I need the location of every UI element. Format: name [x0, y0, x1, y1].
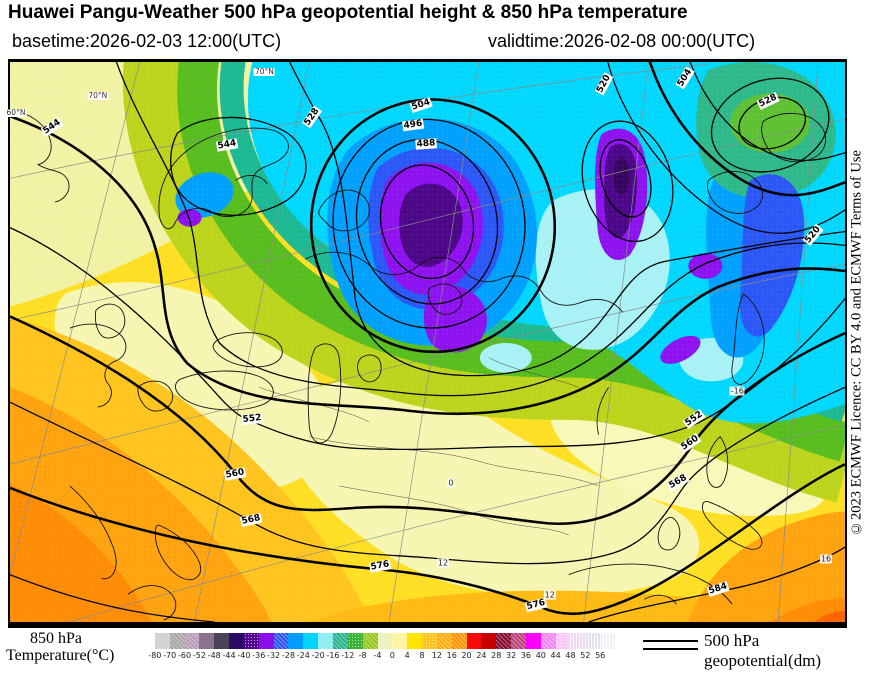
- colorbar-ticks: -80 -70 -60 -52 -48 -44 -40 -36 -32 -28 -24 -20 -16-…: [140, 651, 615, 663]
- colorbar-cell: [154, 633, 170, 649]
- license-text: ©2023 ECMWF Licence: CC BY 4.0 and ECMWF…: [848, 150, 865, 537]
- colorbar-tick: 56: [595, 651, 606, 660]
- colorbar-tick: 0: [389, 651, 395, 660]
- colorbar-tick: -48: [207, 651, 221, 660]
- legend-temp-label-line1: 850 hPa: [30, 630, 82, 647]
- contour-line-symbol: [643, 640, 698, 650]
- colorbar-tick: -28: [281, 651, 295, 660]
- colorbar-cell: [511, 633, 526, 649]
- colorbar-tick: -8: [358, 651, 367, 660]
- colorbar-cell: [332, 633, 348, 649]
- colorbar-cell: [229, 633, 244, 649]
- colorbar-cell: [347, 633, 363, 649]
- colorbar-tick: -44: [222, 651, 236, 660]
- colorbar-tick: 8: [419, 651, 425, 660]
- validtime-text: validtime:2026-02-08 00:00(UTC): [488, 31, 756, 51]
- colorbar-cell: [436, 633, 452, 649]
- colorbar-cell: [525, 633, 541, 649]
- colorbar-cell: [555, 633, 571, 649]
- colorbar-tick: 44: [550, 651, 561, 660]
- colorbar-tick: -70: [163, 651, 177, 660]
- colorbar-cell: [140, 633, 155, 649]
- colorbar-cell: [273, 633, 289, 649]
- colorbar-cell: [451, 633, 467, 649]
- colorbar-tick: 48: [565, 651, 576, 660]
- map-canvas: [10, 62, 845, 622]
- colorbar-tick: -20: [311, 651, 325, 660]
- colorbar-tick: 36: [520, 651, 532, 660]
- colorbar-cell: [243, 633, 259, 649]
- colorbar-tick: 16: [446, 651, 457, 660]
- colorbar-cell: [377, 633, 393, 649]
- colorbar-tick: -12: [341, 651, 355, 660]
- colorbar-tick: -4: [373, 651, 382, 660]
- colorbar-cell: [585, 633, 601, 649]
- colorbar-tick: 40: [535, 651, 546, 660]
- legend-temp-label-line2: Temperature(°C): [6, 647, 115, 664]
- colorbar-cell: [570, 633, 586, 649]
- colorbar-tick: -32: [267, 651, 281, 660]
- colorbar-cell: [600, 633, 615, 649]
- colorbar-tick: 32: [506, 651, 517, 660]
- colorbar-cell: [481, 633, 497, 649]
- basetime-text: basetime:2026-02-03 12:00(UTC): [12, 31, 282, 51]
- weather-map: 504 496 488 528 544 544 520 504 528 520 552 560 568 5…: [5, 59, 847, 628]
- colorbar-tick: -24: [296, 651, 310, 660]
- colorbar-tick: 28: [491, 651, 502, 660]
- colorbar-cell: [318, 633, 333, 649]
- colorbar-cell: [540, 633, 556, 649]
- colorbar-tick: -40: [237, 651, 251, 660]
- legend-geopotential-label: 500 hPa geopotential(dm): [704, 631, 822, 670]
- colorbar-cell: [288, 633, 304, 649]
- colorbar-tick: -52: [192, 651, 206, 660]
- colorbar-cell: [184, 633, 200, 649]
- colorbar-cell: [362, 633, 378, 649]
- colorbar-cell: [407, 633, 423, 649]
- colorbar-cell: [199, 633, 215, 649]
- colorbar-tick: 20: [461, 651, 472, 660]
- colorbar-cell: [466, 633, 482, 649]
- colorbar-cell: [496, 633, 512, 649]
- colorbar-tick: -16: [326, 651, 340, 660]
- colorbar-tick: 12: [431, 651, 442, 660]
- colorbar-cell: [392, 633, 408, 649]
- colorbar-cell: [422, 633, 437, 649]
- colorbar-cell: [303, 633, 319, 649]
- colorbar-tick: 4: [404, 651, 410, 660]
- legend: 850 hPa Temperature(°C) -80 -70 -60 -52 -48-…: [0, 628, 870, 680]
- page-title: Huawei Pangu-Weather 500 hPa geopotentia…: [8, 2, 688, 23]
- colorbar-cell: [214, 633, 230, 649]
- colorbar: [140, 633, 615, 649]
- colorbar-cell: [258, 633, 274, 649]
- time-row: basetime:2026-02-03 12:00(UTC) validtime…: [0, 31, 870, 55]
- colorbar-cell: [169, 633, 185, 649]
- colorbar-tick: 24: [476, 651, 487, 660]
- colorbar-tick: -60: [177, 651, 192, 660]
- colorbar-tick: -80: [148, 651, 162, 660]
- colorbar-tick: 52: [580, 651, 591, 660]
- colorbar-tick: -36: [252, 651, 266, 660]
